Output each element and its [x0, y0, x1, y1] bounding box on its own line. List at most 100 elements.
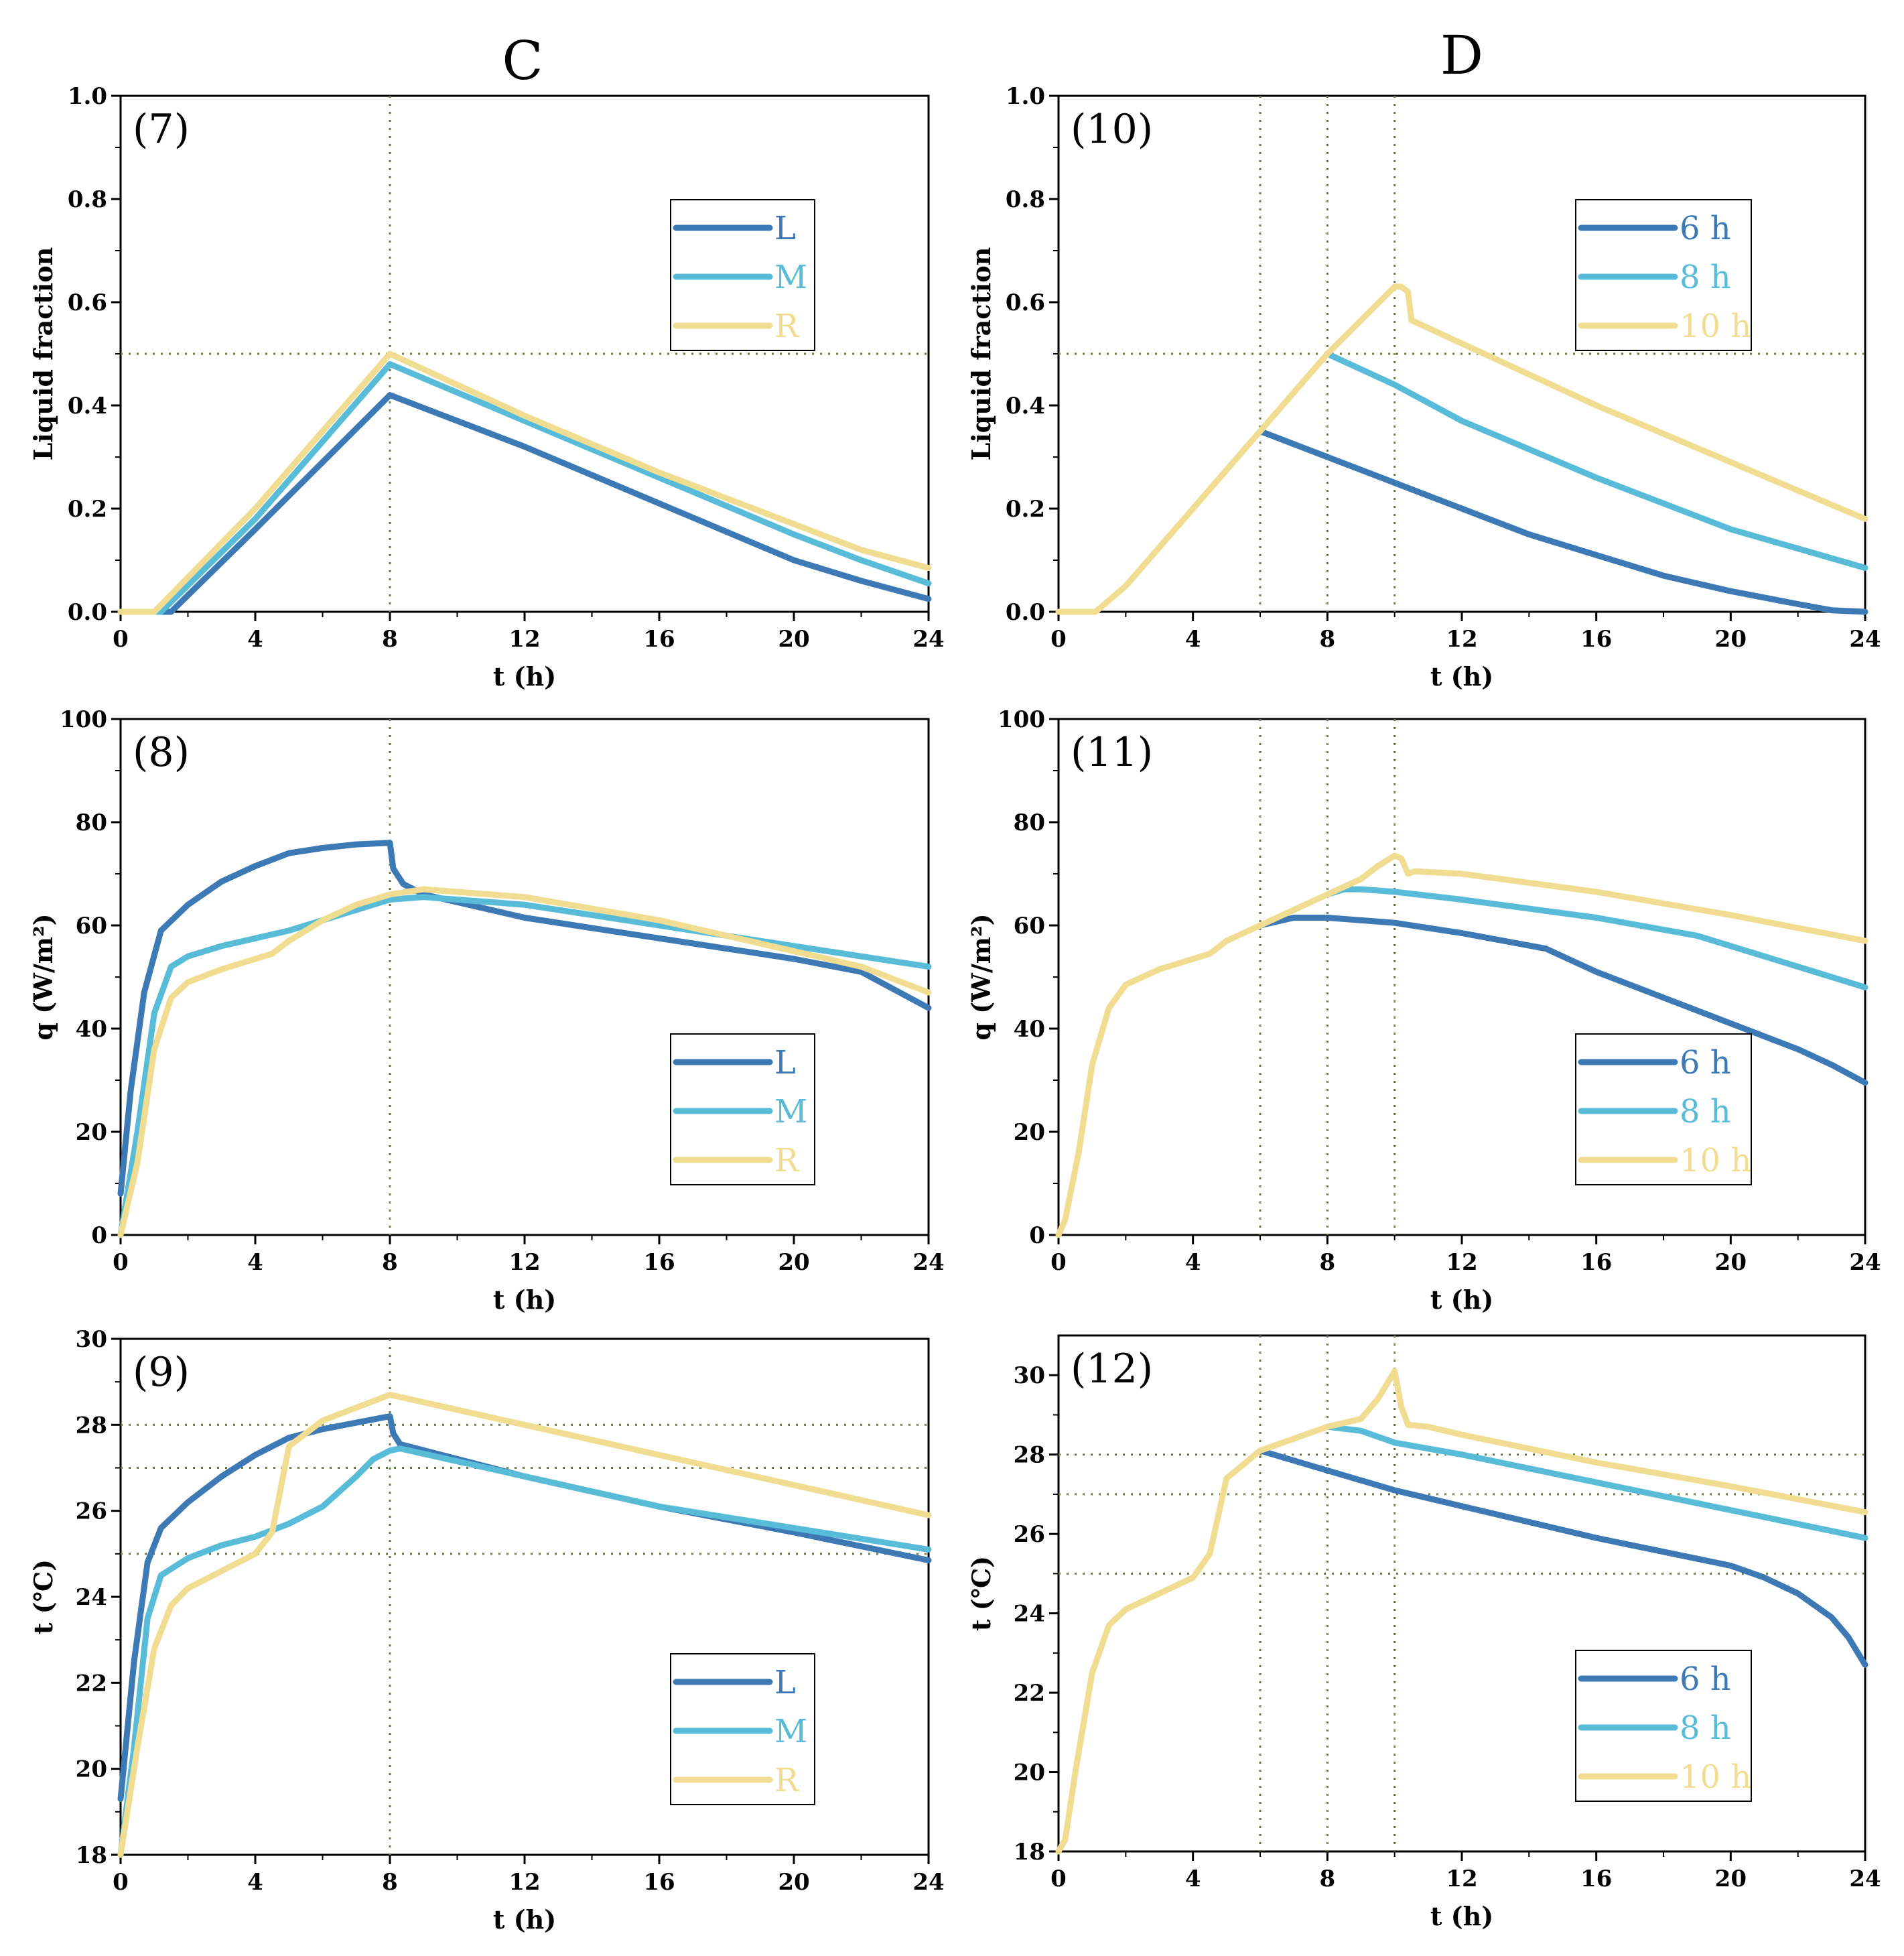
y-tick-label: 100: [998, 706, 1045, 733]
x-tick-label: 20: [1715, 626, 1747, 653]
x-axis-label: t (h): [1430, 1901, 1493, 1931]
y-tick-label: 22: [1014, 1680, 1045, 1707]
legend-label: 10 h: [1680, 1758, 1751, 1796]
legend-label: L: [774, 210, 796, 247]
x-tick-label: 24: [1849, 626, 1881, 653]
x-tick-label: 4: [247, 626, 263, 653]
y-tick-label: 0.2: [1006, 496, 1045, 523]
x-tick-label: 0: [113, 1869, 129, 1896]
legend: LMR: [670, 199, 815, 351]
y-tick-label: 20: [1014, 1760, 1045, 1786]
x-tick-label: 8: [382, 626, 398, 653]
legend-label: R: [774, 1142, 800, 1179]
series-line-10h: [1055, 1368, 1868, 1855]
x-tick-label: 16: [643, 1249, 675, 1276]
y-tick-label: 40: [76, 1016, 107, 1043]
y-tick-label: 0.2: [68, 496, 107, 523]
y-tick-label: 0: [91, 1222, 107, 1249]
y-tick-label: 28: [76, 1412, 107, 1439]
x-tick-label: 4: [1185, 626, 1201, 653]
x-tick-label: 8: [1319, 1866, 1335, 1892]
legend-label: 8 h: [1680, 1093, 1731, 1130]
legend-label: L: [774, 1664, 796, 1701]
y-tick-label: 1.0: [68, 83, 107, 110]
series-line-8h: [1324, 1423, 1868, 1541]
x-tick-label: 24: [1849, 1249, 1881, 1276]
y-tick-label: 20: [76, 1119, 107, 1146]
y-tick-label: 18: [76, 1842, 107, 1869]
y-tick-label: 0: [1029, 1222, 1045, 1249]
x-tick-label: 24: [912, 626, 944, 653]
legend-label: R: [774, 308, 800, 345]
series-line-M: [117, 894, 932, 1238]
y-tick-label: 30: [1014, 1362, 1045, 1389]
y-tick-label: 28: [1014, 1442, 1045, 1469]
x-tick-label: 24: [1849, 1866, 1881, 1892]
x-tick-label: 0: [113, 626, 129, 653]
x-tick-label: 12: [1446, 1249, 1477, 1276]
y-tick-label: 0.4: [68, 393, 107, 419]
y-axis-label: q (W/m²): [966, 913, 996, 1040]
x-tick-label: 4: [247, 1869, 263, 1896]
y-tick-label: 1.0: [1006, 83, 1045, 110]
x-tick-label: 0: [1050, 1249, 1067, 1276]
y-tick-label: 80: [76, 809, 107, 836]
column-title-c: C: [502, 29, 543, 92]
x-tick-label: 20: [778, 626, 809, 653]
column-title-d: D: [1440, 24, 1483, 86]
chart-p9: 0 4 8 12 16 20 24 18 20 22 24 26 28 30 t (h) t (℃) (9) LM…: [28, 1326, 945, 1935]
y-tick-label: 22: [76, 1670, 107, 1697]
legend-label: M: [774, 1713, 807, 1750]
y-axis-label: Liquid fraction: [966, 247, 996, 461]
y-tick-label: 80: [1014, 809, 1045, 836]
legend-label: L: [774, 1044, 796, 1082]
x-tick-label: 0: [113, 1249, 129, 1276]
x-tick-label: 16: [643, 626, 675, 653]
y-tick-label: 0.8: [68, 186, 107, 213]
chart-p7: 0 4 8 12 16 20 24 0.0 0.2 0.4 0.6 0.8 1.0 t (h) Liquid…: [28, 83, 945, 692]
legend-label: 6 h: [1680, 1660, 1731, 1698]
x-tick-label: 0: [1050, 1866, 1067, 1892]
series-line-R: [117, 886, 932, 1238]
x-tick-label: 20: [778, 1249, 809, 1276]
x-tick-label: 12: [1446, 1866, 1477, 1892]
legend: LMR: [670, 1033, 815, 1185]
x-axis-label: t (h): [1430, 1285, 1493, 1315]
series-line-L: [117, 392, 932, 615]
series-line-8h: [1324, 886, 1868, 990]
x-axis-label: t (h): [493, 661, 556, 692]
y-tick-label: 100: [60, 706, 107, 733]
x-tick-label: 16: [1580, 626, 1612, 653]
x-tick-label: 24: [912, 1869, 944, 1896]
legend-label: 10 h: [1680, 1142, 1751, 1179]
series-line-R: [117, 1391, 932, 1858]
x-tick-label: 4: [1185, 1249, 1201, 1276]
x-tick-label: 8: [382, 1869, 398, 1896]
y-axis-label: Liquid fraction: [28, 247, 58, 461]
x-axis-label: t (h): [493, 1285, 556, 1315]
panel-tag: (9): [133, 1349, 190, 1396]
legend: 6 h 8 h 10 h: [1575, 1033, 1752, 1185]
chart-p12: 0 4 8 12 16 20 24 18 20 22 24 26 28 30 t (h) t (℃) (12) 6…: [966, 1334, 1881, 1931]
y-tick-label: 20: [76, 1756, 107, 1783]
x-tick-label: 12: [1446, 626, 1477, 653]
x-tick-label: 16: [1580, 1249, 1612, 1276]
series-line-10h: [1055, 283, 1868, 615]
legend: 6 h 8 h 10 h: [1575, 199, 1752, 351]
series-line-M: [117, 361, 932, 615]
x-tick-label: 4: [247, 1249, 263, 1276]
x-axis-label: t (h): [1430, 661, 1493, 692]
x-tick-label: 0: [1050, 626, 1067, 653]
legend-label: R: [774, 1762, 800, 1799]
panel-tag: (8): [133, 729, 190, 776]
legend-label: 6 h: [1680, 210, 1731, 247]
legend: LMR: [670, 1653, 815, 1805]
x-tick-label: 12: [508, 1249, 540, 1276]
panel-tag: (7): [133, 106, 190, 153]
x-tick-label: 16: [1580, 1866, 1612, 1892]
y-tick-label: 0.8: [1006, 186, 1045, 213]
x-tick-label: 12: [508, 1869, 540, 1896]
series-line-6h: [1257, 428, 1868, 615]
panels: 0 4 8 12 16 20 24 0.0 0.2 0.4 0.6 0.8 1.0 t (h) Liquid…: [28, 83, 1881, 1935]
